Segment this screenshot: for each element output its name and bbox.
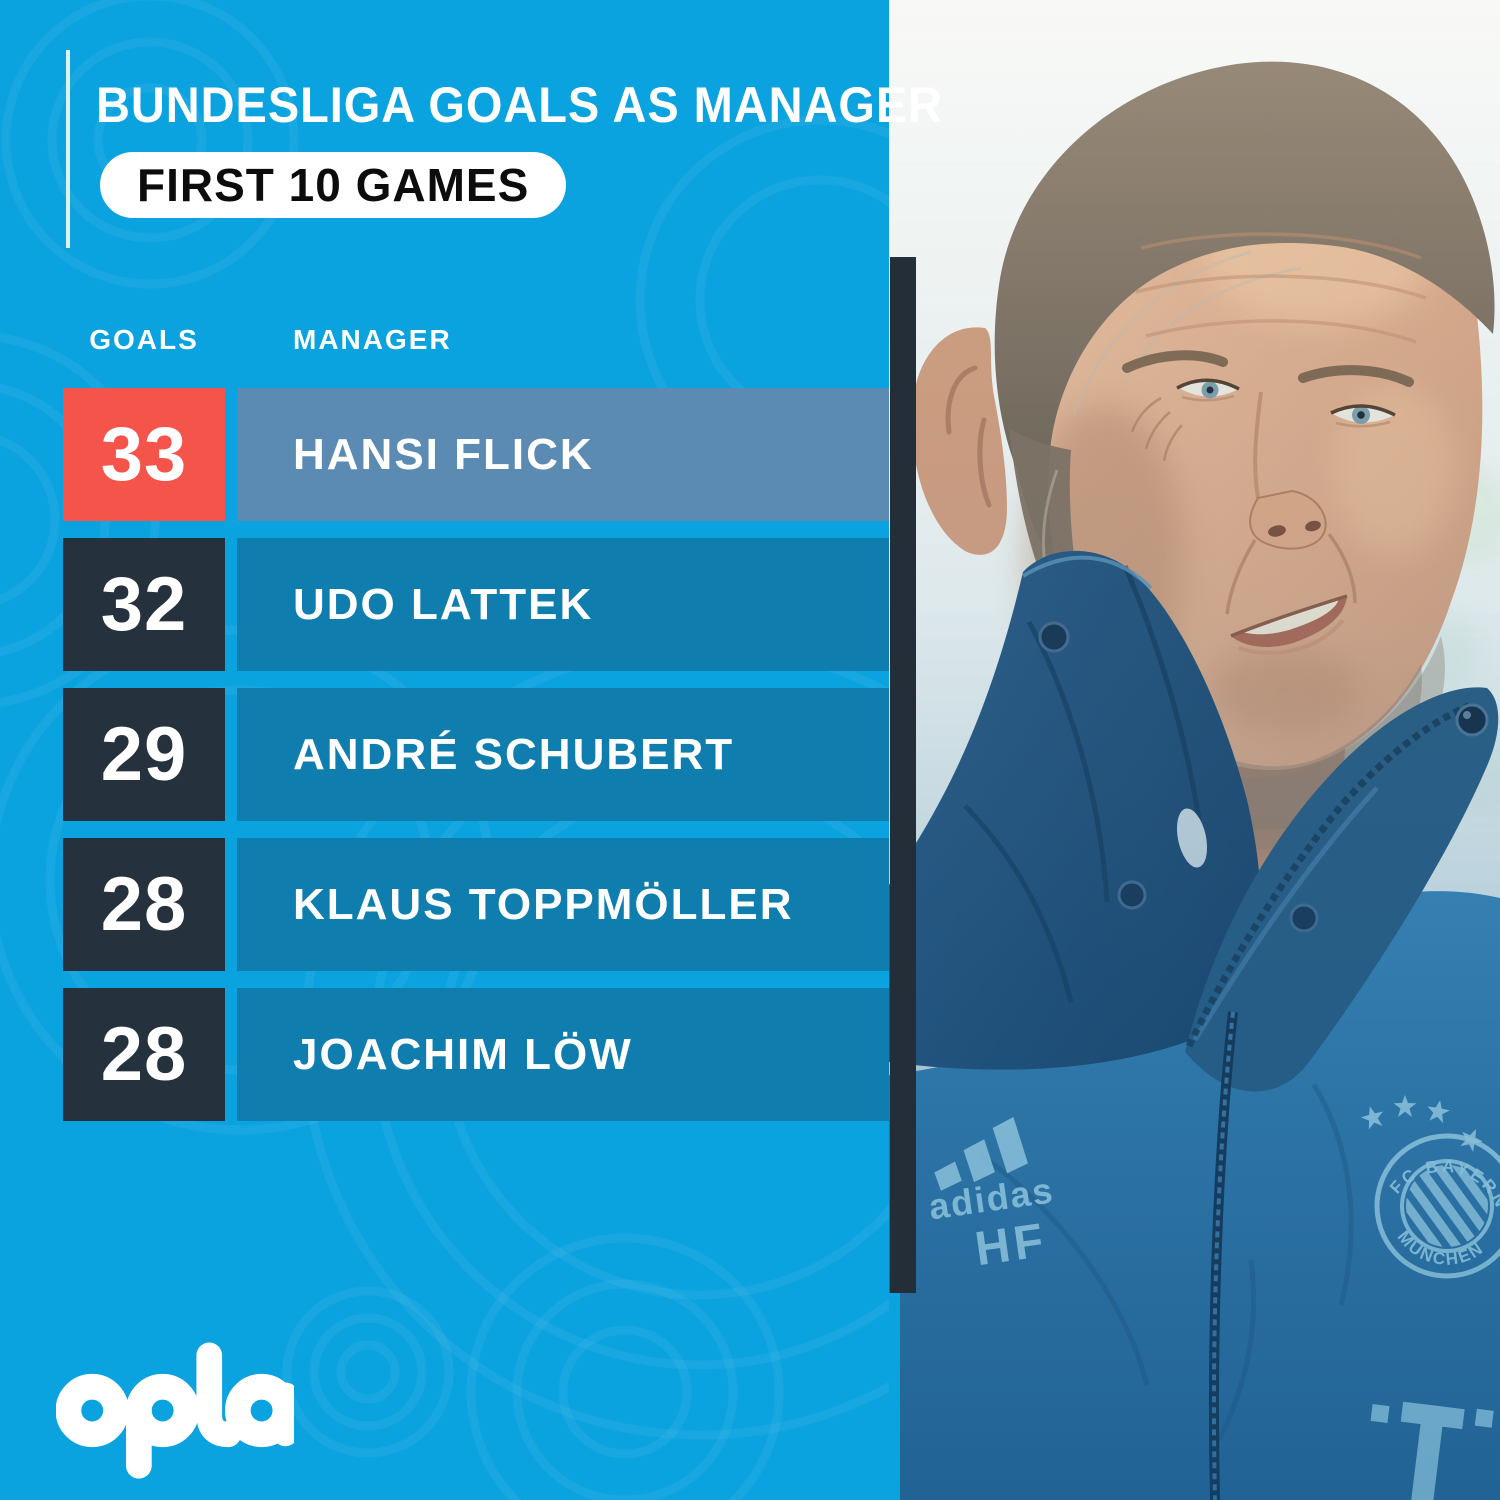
table-row: 33 HANSI FLICK [63,388,889,521]
table-row: 29 ANDRÉ SCHUBERT [63,688,889,821]
manager-bar: ANDRÉ SCHUBERT [237,688,889,821]
manager-name: ANDRÉ SCHUBERT [293,729,735,779]
manager-column-header: MANAGER [293,324,452,355]
divider-strip [890,257,916,1293]
subtitle-badge: FIRST 10 GAMES [100,152,567,218]
goals-value: 33 [63,388,225,521]
goals-value: 28 [63,988,225,1121]
goals-column-header: GOALS [89,324,199,355]
opta-logo [56,1342,294,1479]
table-row: 28 JOACHIM LÖW [63,988,889,1121]
table-row: 32 UDO LATTEK [63,538,889,671]
hansi-flick-photo: adidas HF FC BAYERN MÜNCHEN [889,0,1500,1500]
manager-name: JOACHIM LÖW [293,1029,633,1079]
manager-name: HANSI FLICK [293,429,594,479]
goals-value: 29 [63,688,225,821]
table-row: 28 KLAUS TOPPMÖLLER [63,838,889,971]
manager-bar: JOACHIM LÖW [237,988,889,1121]
table-headers: GOALS MANAGER [63,324,889,356]
manager-name: UDO LATTEK [293,579,594,629]
goals-value: 32 [63,538,225,671]
title-accent-line [66,50,70,248]
manager-bar: UDO LATTEK [237,538,889,671]
manager-name: KLAUS TOPPMÖLLER [293,879,794,929]
goals-value: 28 [63,838,225,971]
manager-bar: HANSI FLICK [237,388,889,521]
page-title: BUNDESLIGA GOALS AS MANAGER [96,77,944,133]
manager-bar: KLAUS TOPPMÖLLER [237,838,889,971]
rows: 33 HANSI FLICK 32 UDO LATTEK 29 ANDRÉ SC… [63,388,889,1138]
color-grade-overlay [889,0,1500,1500]
